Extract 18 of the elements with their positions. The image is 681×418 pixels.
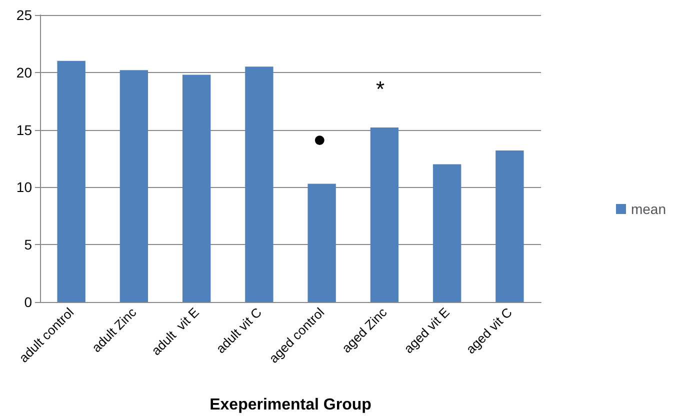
- y-tick-label: 15: [16, 122, 32, 138]
- y-tick-label: 10: [16, 179, 32, 196]
- y-tick-label: 5: [24, 236, 32, 253]
- bar: [120, 70, 148, 302]
- y-tick-label: 0: [24, 294, 32, 310]
- bar: [432, 164, 462, 302]
- bar: [245, 66, 274, 302]
- legend-label: mean: [630, 201, 666, 217]
- bar: [182, 74, 211, 302]
- bar: [57, 60, 86, 302]
- annotation: ●: [313, 126, 326, 152]
- bar: [370, 128, 399, 302]
- y-tick-label: 20: [16, 64, 32, 80]
- bar: [308, 184, 336, 302]
- annotation: *: [376, 76, 385, 102]
- y-tick-label: 25: [16, 7, 32, 23]
- bar: [496, 150, 524, 302]
- x-axis-title: Exeperimental Group: [210, 396, 372, 414]
